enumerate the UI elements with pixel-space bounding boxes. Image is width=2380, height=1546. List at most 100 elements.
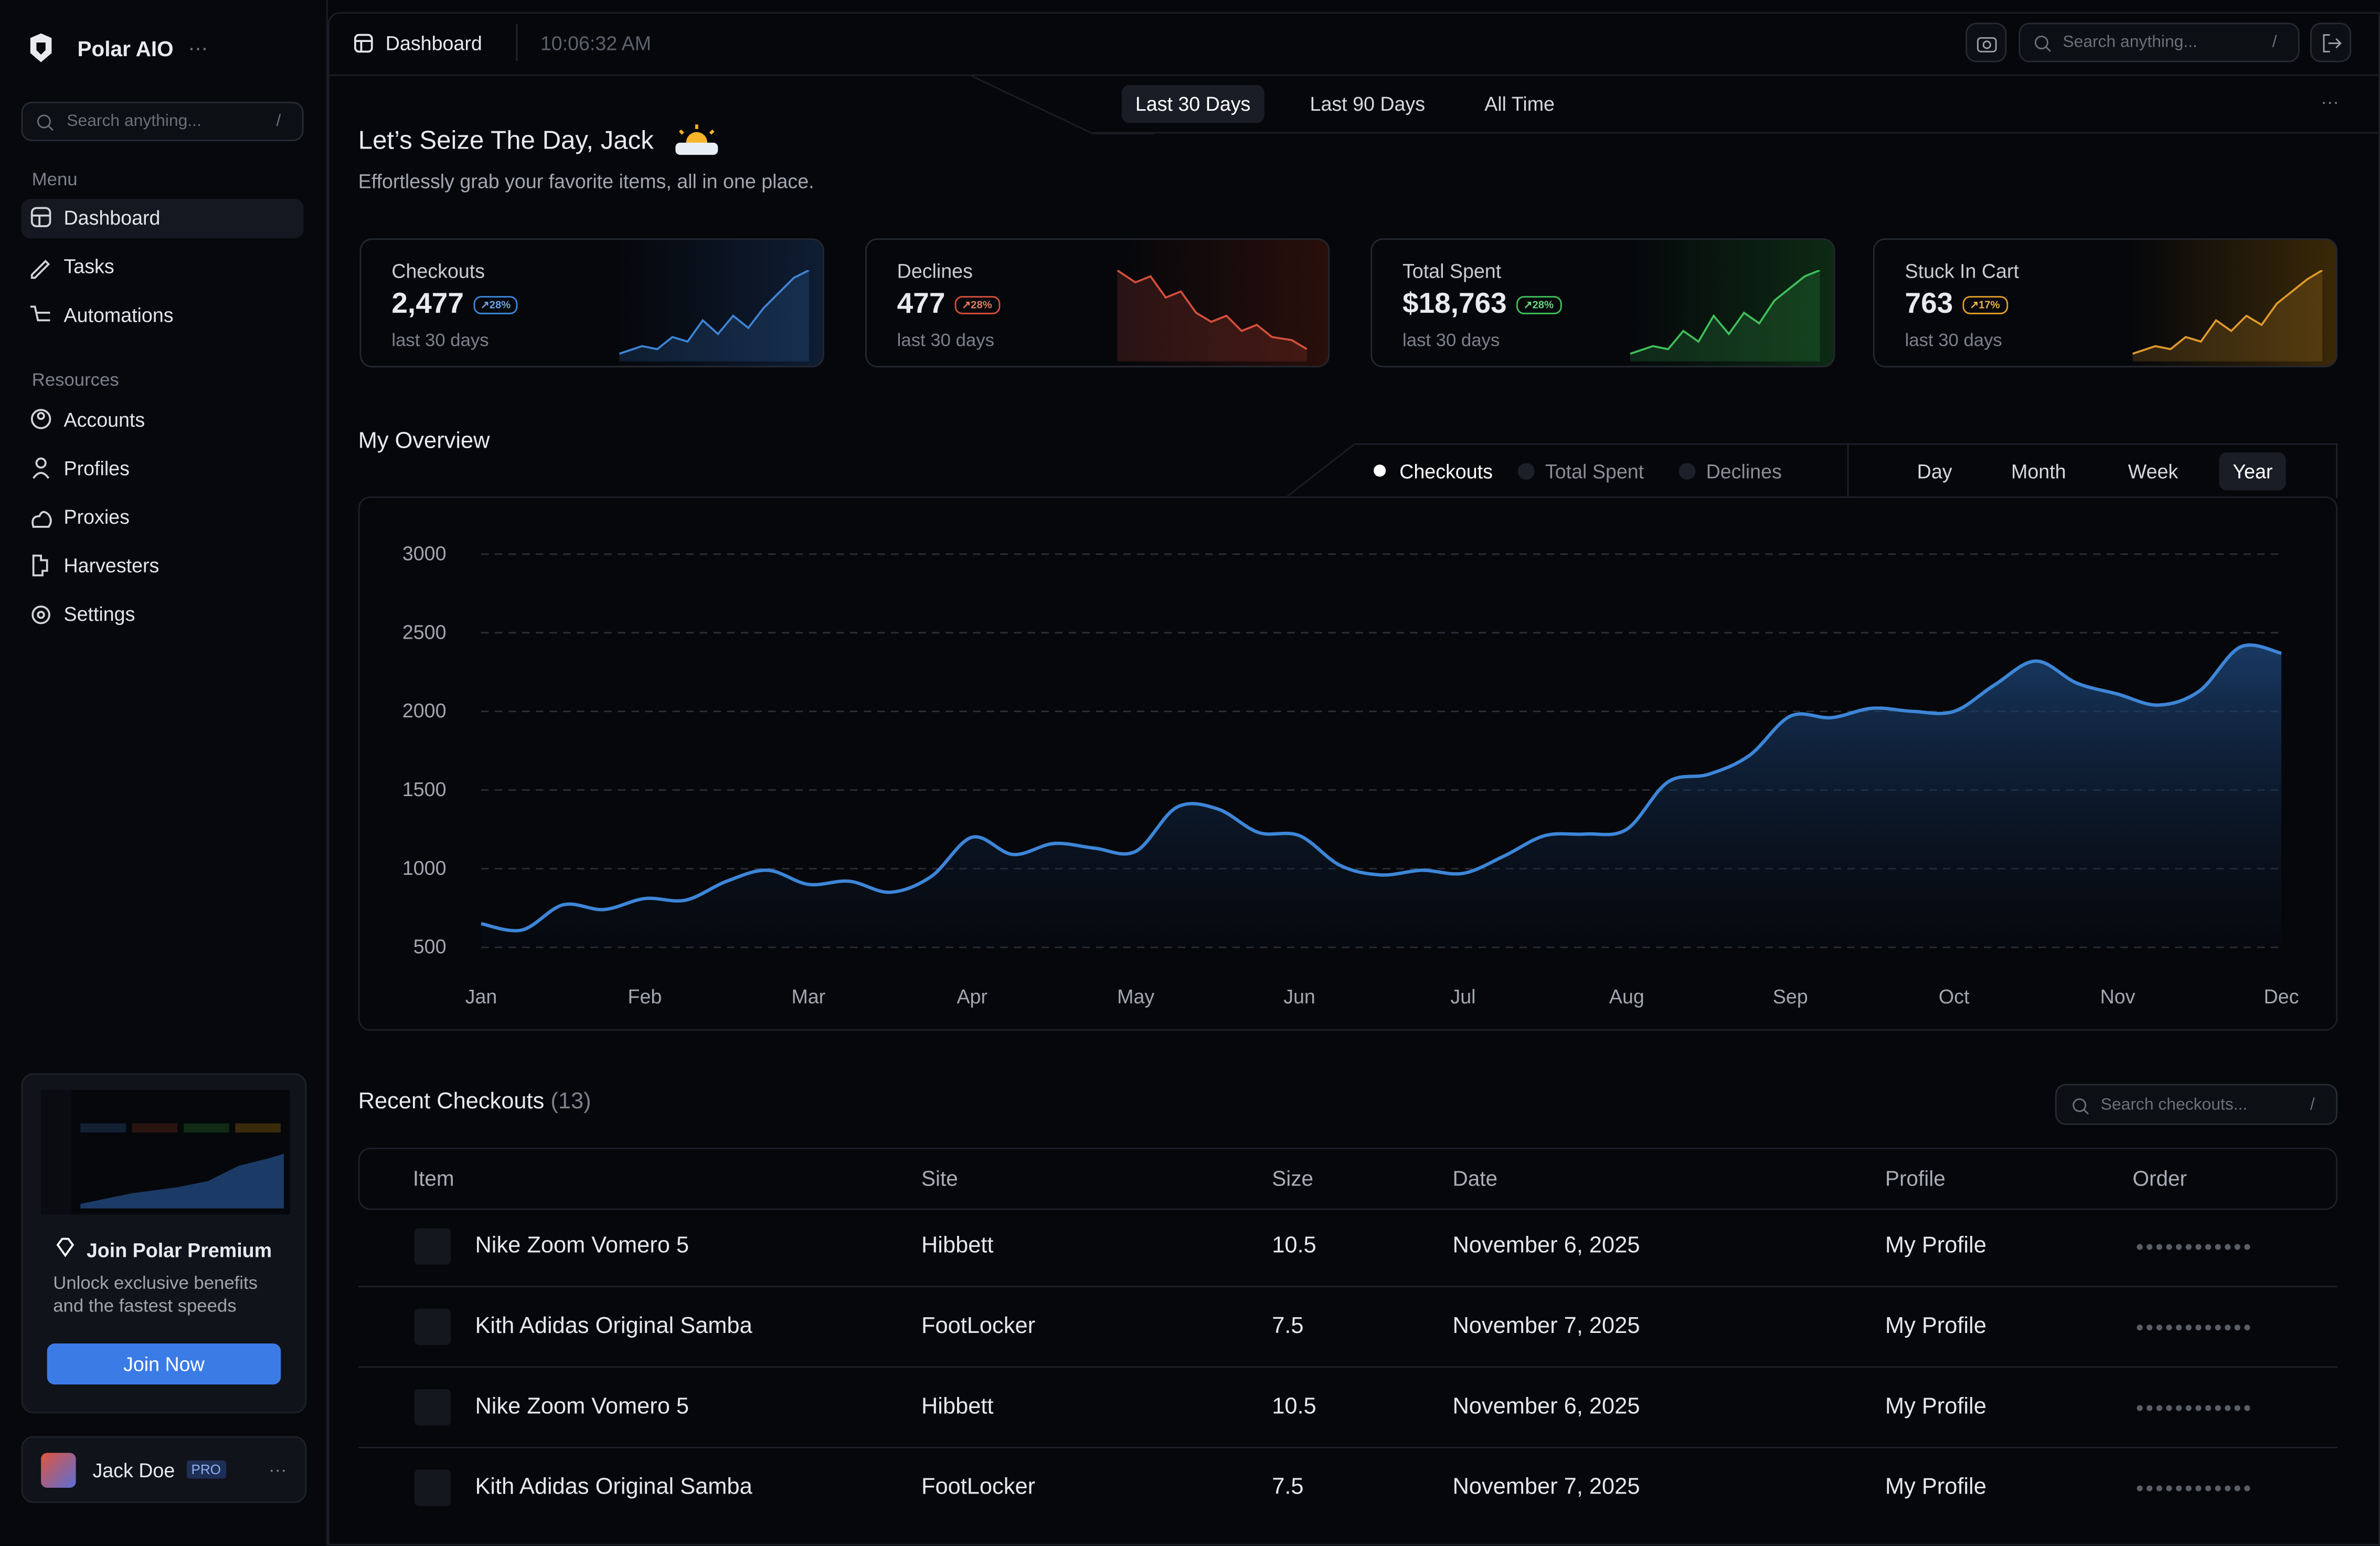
camera-button[interactable] [1965, 23, 2007, 62]
sidebar-search[interactable]: Search anything... / [21, 101, 304, 142]
divider [1847, 443, 1849, 498]
more[interactable]: ··· [269, 1459, 287, 1480]
stat-card: Declines 477 ↗28% last 30 days [865, 238, 1330, 368]
search-key: / [276, 112, 281, 131]
promo-title: Join Polar Premium [86, 1238, 272, 1262]
stat-card: Total Spent $18,763 ↗28% last 30 days [1370, 238, 1835, 368]
nav-icons [30, 207, 52, 624]
row-separator [358, 1366, 2338, 1368]
period-tab[interactable]: Year [2219, 452, 2287, 491]
period-tab[interactable]: Month [2011, 460, 2066, 483]
stat-card: Checkouts 2,477 ↗28% last 30 days [359, 238, 824, 368]
cell: 10.5 [1272, 1233, 1316, 1259]
period-tab[interactable]: Day [1917, 460, 1952, 483]
area [481, 645, 2281, 948]
nav-item[interactable]: Settings [63, 602, 135, 626]
y-tick-label: 500 [413, 936, 447, 958]
stat-label: Total Spent [1402, 259, 1502, 283]
row-thumbnail [414, 1228, 451, 1265]
cell: November 6, 2025 [1452, 1393, 1640, 1420]
sparkline [1117, 270, 1308, 362]
brand: Polar AIO [77, 36, 174, 61]
period-tab[interactable]: Week [2128, 460, 2179, 483]
legend-toggle[interactable]: Declines [1706, 460, 1782, 483]
table-header [358, 1148, 2338, 1210]
column-header: Size [1272, 1166, 1313, 1190]
cell: 7.5 [1272, 1313, 1304, 1339]
nav-selected [21, 198, 304, 239]
divider [1092, 132, 2380, 134]
nav-item[interactable]: Tasks [63, 255, 114, 278]
logo [30, 33, 52, 62]
logout-button[interactable] [2310, 23, 2352, 62]
more[interactable]: ··· [2321, 91, 2339, 113]
page-title: Dashboard [385, 31, 482, 55]
row-separator [358, 1286, 2338, 1288]
legend-toggle[interactable]: Checkouts [1399, 460, 1493, 483]
column-header: Profile [1885, 1166, 1946, 1190]
chart: 500 1000 1500 2000 2500 3000 Jan Feb Mar Apr May Ju… [402, 542, 2299, 1008]
nav-item[interactable]: Profiles [63, 457, 130, 480]
y-tick-label: 3000 [402, 542, 447, 564]
stat-label: Declines [897, 259, 973, 283]
search-placeholder: Search checkouts... [2100, 1096, 2248, 1115]
stat-change: ↗28% [473, 296, 518, 314]
column-header: Site [921, 1166, 958, 1190]
table-search[interactable]: Search checkouts... / [2055, 1084, 2338, 1125]
sparkline [2132, 270, 2323, 362]
stat-period: last 30 days [1905, 329, 2002, 351]
legend-toggle[interactable]: Total Spent [1545, 460, 1644, 483]
row-separator [358, 1446, 2338, 1448]
promo-card: Join Polar Premium Unlock exclusive bene… [21, 1073, 307, 1414]
nav-item[interactable]: Harvesters [63, 554, 160, 577]
main-panel [327, 12, 2380, 1545]
x-tick-label: Mar [791, 986, 825, 1008]
more[interactable]: ··· [188, 36, 208, 59]
divider [516, 24, 518, 61]
range-tab[interactable]: All Time [1484, 92, 1555, 115]
x-tick-label: Oct [1939, 986, 1970, 1008]
cell: Nike Zoom Vomero 5 [475, 1233, 689, 1259]
column-header: Date [1452, 1166, 1498, 1190]
x-tick-label: Feb [628, 986, 662, 1008]
stat-card: Stuck In Cart 763 ↗17% last 30 days [1873, 238, 2338, 368]
y-tick-label: 1000 [402, 857, 447, 879]
nav-item[interactable]: Dashboard [63, 206, 161, 229]
cell: My Profile [1885, 1233, 1986, 1259]
cell: My Profile [1885, 1474, 1986, 1500]
nav-item[interactable]: Automations [63, 303, 174, 326]
stat-value: $18,763 ↗28% [1402, 289, 1561, 322]
section-title: My Overview [358, 428, 490, 454]
stat-change: ↗28% [1516, 296, 1561, 314]
user-card[interactable]: Jack Doe PRO ··· [21, 1436, 307, 1503]
cell: Kith Adidas Original Samba [475, 1313, 752, 1339]
sparkline [1630, 270, 1821, 362]
y-tick-label: 2500 [402, 621, 447, 643]
legend-dot[interactable] [1517, 463, 1535, 480]
x-tick-label: May [1117, 986, 1154, 1008]
column-header: Item [412, 1166, 454, 1190]
range-tab[interactable]: Last 90 Days [1310, 92, 1426, 115]
top-search[interactable]: Search anything... / [2018, 23, 2300, 62]
legend-dot[interactable] [1678, 463, 1696, 480]
resources-title: Resources [31, 368, 119, 390]
search-placeholder: Search anything... [67, 112, 201, 131]
x-tick-label: Jun [1283, 986, 1315, 1008]
nav-item[interactable]: Proxies [63, 505, 130, 528]
search-icon [37, 114, 54, 131]
cell: Kith Adidas Original Samba [475, 1474, 752, 1500]
join-button[interactable]: Join Now [47, 1343, 281, 1385]
greeting-title: Let’s Seize The Day, Jack [358, 126, 654, 155]
cell: My Profile [1885, 1393, 1986, 1420]
stat-label: Stuck In Cart [1905, 259, 2019, 283]
cell: 10.5 [1272, 1393, 1316, 1420]
cell: FootLocker [921, 1313, 1036, 1339]
column-header: Order [2132, 1166, 2187, 1190]
x-tick-label: Apr [957, 986, 987, 1008]
legend-dot[interactable] [1374, 464, 1386, 477]
user-name: Jack Doe [92, 1459, 175, 1482]
x-tick-label: Sep [1773, 986, 1808, 1008]
range-tab[interactable]: Last 30 Days [1121, 85, 1265, 123]
pro-badge: PRO [186, 1460, 226, 1479]
nav-item[interactable]: Accounts [63, 408, 145, 431]
